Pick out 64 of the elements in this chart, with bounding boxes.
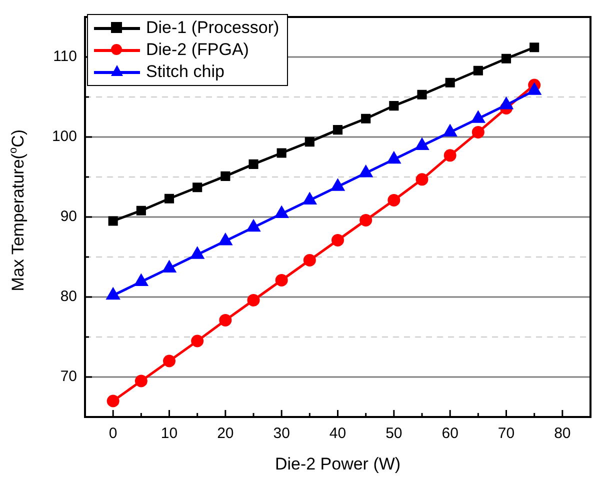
point [359, 166, 372, 178]
point [108, 216, 118, 226]
point [361, 114, 371, 124]
point [417, 90, 427, 100]
y-tick-label: 90 [60, 208, 77, 226]
point [332, 234, 344, 246]
point [163, 354, 176, 368]
point [304, 137, 314, 147]
point [248, 159, 258, 169]
point [472, 111, 485, 123]
x-tick-label: 80 [554, 425, 571, 442]
point [360, 214, 372, 226]
x-tick-label: 50 [386, 425, 402, 442]
x-tick-label: 60 [442, 425, 458, 442]
x-tick-label: 30 [273, 425, 290, 442]
point [416, 173, 428, 186]
point [444, 124, 457, 136]
point [106, 394, 120, 408]
point [106, 288, 120, 300]
point [303, 192, 316, 204]
point [416, 138, 428, 150]
point [472, 126, 484, 138]
point [134, 374, 148, 388]
point [388, 194, 400, 206]
y-tick-label: 80 [60, 288, 77, 306]
point [134, 274, 148, 286]
point [530, 42, 540, 52]
point [136, 206, 146, 216]
point [247, 294, 260, 306]
point [164, 194, 174, 204]
point [219, 314, 232, 326]
legend-label: Stitch chip [146, 62, 224, 82]
point [331, 179, 344, 191]
y-tick-label: 110 [53, 48, 77, 66]
x-tick-label: 70 [498, 425, 515, 442]
y-tick-label: 100 [52, 128, 77, 146]
point [473, 66, 483, 76]
point [445, 78, 455, 88]
point [501, 54, 512, 64]
point [220, 171, 230, 181]
x-tick-label: 20 [217, 425, 234, 442]
point [247, 220, 260, 232]
point [192, 182, 202, 192]
x-tick-label: 40 [329, 425, 346, 442]
y-tick-label: 70 [60, 368, 77, 386]
point [332, 125, 343, 135]
point [275, 206, 288, 218]
point [162, 260, 176, 272]
legend-label: Die-1 (Processor) [146, 18, 280, 38]
point [500, 98, 513, 110]
point [303, 254, 316, 266]
point [276, 148, 286, 158]
point [275, 274, 288, 286]
legend-label: Die-2 (FPGA) [146, 40, 249, 60]
point [528, 83, 541, 95]
point [389, 101, 399, 111]
x-tick-label: 10 [160, 425, 178, 442]
x-tick-label: 0 [108, 425, 118, 442]
point [444, 149, 456, 162]
x-axis-title: Die-2 Power (W) [274, 454, 401, 474]
point [387, 152, 400, 164]
point [191, 334, 204, 348]
point [218, 234, 232, 246]
point [190, 247, 204, 259]
